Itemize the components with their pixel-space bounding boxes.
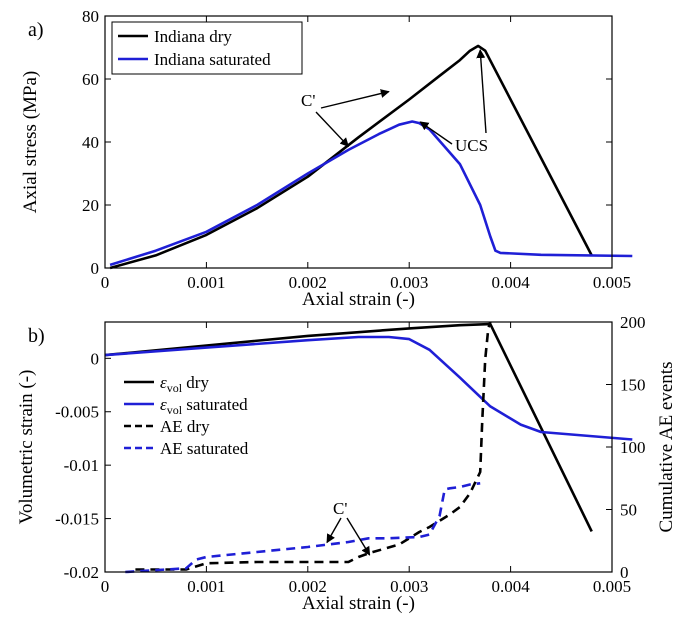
legend-label: AE dry (160, 417, 210, 436)
x-tick-label: 0 (101, 577, 110, 596)
y-tick-label: -0.01 (64, 456, 99, 475)
y2-tick-label: 100 (620, 438, 646, 457)
x-tick-label: 0.004 (491, 273, 530, 292)
y2-tick-label: 50 (620, 501, 637, 520)
x-tick-label: 0.001 (187, 577, 225, 596)
legend-label: Indiana saturated (154, 50, 271, 69)
annotation-arrow (346, 517, 371, 556)
x-tick-label: 0 (101, 273, 110, 292)
y-tick-label: -0.005 (55, 403, 99, 422)
y2-tick-label: 0 (620, 563, 629, 582)
legend-label: εvol saturated (160, 395, 248, 417)
y-axis-label: Volumetric strain (-) (16, 370, 37, 525)
y-tick-label: 40 (82, 133, 99, 152)
annotation-arrow (315, 111, 349, 147)
x-tick-label: 0.003 (390, 577, 428, 596)
series-line-saturated (104, 335, 633, 441)
panel-b: b)0 0.001 0.002 0.003 0.004 0.0050-0.005-0.01… (16, 313, 677, 614)
y-axis-label: Axial stress (MPa) (20, 71, 41, 213)
panel-label: b) (28, 325, 45, 347)
annotation-arrow (326, 517, 342, 544)
annotation-arrow (320, 89, 390, 109)
annotation-arrow (476, 49, 487, 134)
y-tick-label: 60 (82, 70, 99, 89)
x-tick-label: 0.005 (593, 577, 631, 596)
y-tick-label: -0.02 (64, 563, 99, 582)
y2-axis-label: Cumulative AE events (656, 362, 677, 533)
series-line-indiana-saturated (109, 120, 633, 267)
x-tick-label: 0.005 (593, 273, 631, 292)
y-tick-label: 20 (82, 196, 99, 215)
y2-tick-label: 150 (620, 376, 646, 395)
x-axis-label: Axial strain (-) (302, 593, 415, 614)
annotation-arrow (419, 121, 453, 145)
y-tick-label: 80 (82, 7, 99, 26)
x-tick-label: 0.001 (187, 273, 225, 292)
annotation-label: UCS (455, 136, 488, 155)
legend-label: εvol dry (160, 373, 209, 395)
y-tick-label: 0 (91, 259, 100, 278)
x-axis-label: Axial strain (-) (302, 289, 415, 310)
panel-a: a) 0 0.001 0.002 0.003 0.004 0.005 0 20 40 60 80 Axi… (20, 7, 633, 310)
annotation-label: C' (301, 91, 315, 110)
y-tick-label: -0.015 (55, 510, 99, 529)
series-line-ae-ae-saturated (125, 482, 481, 574)
y-tick-label: 0 (91, 349, 100, 368)
x-tick-label: 0.003 (390, 273, 428, 292)
series-line-ae-ae-dry (135, 321, 492, 571)
y2-tick-label: 200 (620, 313, 646, 332)
series-line-indiana-dry (109, 44, 593, 270)
x-tick-label: 0.002 (289, 273, 327, 292)
legend-box (111, 21, 303, 75)
panel-label: a) (28, 19, 44, 41)
annotation-label: C' (333, 499, 347, 518)
legend-label: AE saturated (160, 439, 249, 458)
legend-label: Indiana dry (154, 27, 232, 46)
x-tick-label: 0.002 (289, 577, 327, 596)
x-tick-label: 0.004 (491, 577, 530, 596)
